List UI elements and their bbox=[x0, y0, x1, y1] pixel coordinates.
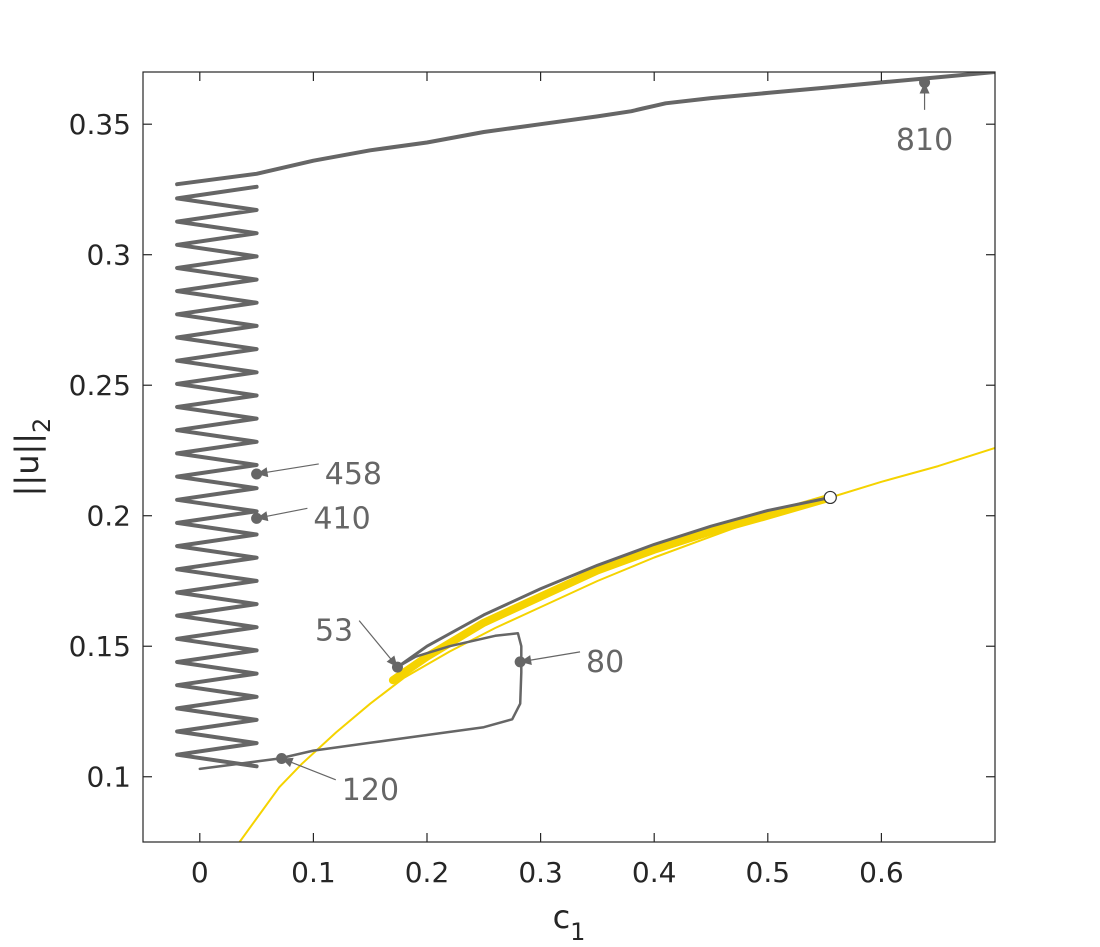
x-axis-label-subscript: 1 bbox=[570, 918, 585, 946]
annotation-label-80: 80 bbox=[586, 645, 624, 680]
series-upper-branch bbox=[175, 72, 995, 187]
y-tick-label: 0.1 bbox=[86, 761, 131, 794]
y-axis-label: ||u||2 bbox=[8, 418, 56, 497]
y-axis-label-subscript: 2 bbox=[28, 418, 56, 433]
y-tick-label: 0.2 bbox=[86, 500, 131, 533]
series-zigzag-branch bbox=[175, 184, 259, 769]
x-axis-label: c1 bbox=[553, 898, 586, 946]
annotation-arrowhead-53 bbox=[386, 655, 398, 668]
y-tick-label: 0.25 bbox=[69, 369, 131, 402]
y-tick-label: 0.15 bbox=[69, 630, 131, 663]
annotation-label-120: 120 bbox=[342, 773, 399, 808]
annotation-label-810: 810 bbox=[896, 123, 953, 158]
x-tick-label: 0.2 bbox=[405, 856, 450, 889]
y-tick-label: 0.35 bbox=[69, 108, 131, 141]
annotation-label-410: 410 bbox=[313, 501, 370, 536]
annotation-arrowhead-120 bbox=[281, 757, 294, 768]
annotation-arrowhead-458 bbox=[256, 467, 269, 478]
y-tick-label: 0.3 bbox=[86, 239, 131, 272]
series-loop-branch bbox=[198, 631, 523, 771]
annotation-arrowhead-80 bbox=[520, 655, 532, 666]
annotation-label-53: 53 bbox=[315, 614, 353, 649]
annotation-arrowhead-810 bbox=[919, 82, 930, 94]
x-tick-label: 0 bbox=[191, 856, 209, 889]
x-tick-label: 0.4 bbox=[632, 856, 677, 889]
x-tick-label: 0.3 bbox=[518, 856, 563, 889]
x-tick-label: 0.1 bbox=[291, 856, 336, 889]
annotation-arrowhead-410 bbox=[256, 511, 269, 522]
series-yellow-branch bbox=[238, 446, 995, 842]
series-yellow-thick-segment bbox=[388, 493, 835, 685]
x-tick-label: 0.5 bbox=[746, 856, 791, 889]
series-grey-arc bbox=[396, 496, 832, 669]
hollow-point-marker bbox=[823, 490, 837, 505]
plot-frame bbox=[142, 71, 996, 843]
axis-ticks: 0 0.1 0.2 0.3 0.4 0.5 0.6 0.1 0.15 0.2 0.25 0.3 0.35 bbox=[69, 72, 995, 889]
x-tick-label: 0.6 bbox=[859, 856, 904, 889]
annotation-label-458: 458 bbox=[325, 457, 382, 492]
